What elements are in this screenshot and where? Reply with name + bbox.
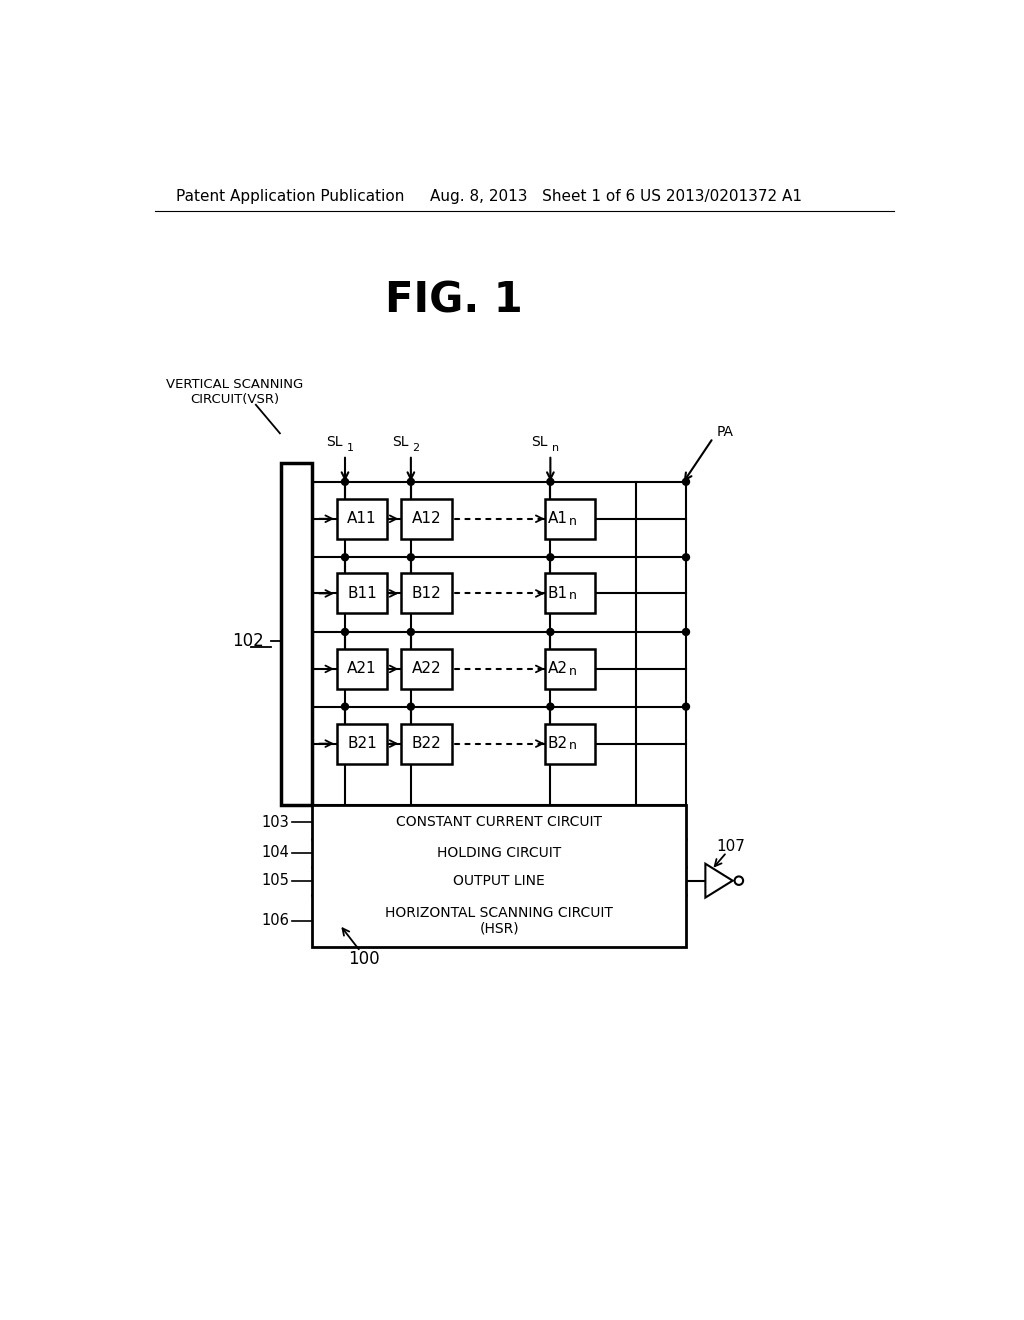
Text: 107: 107	[716, 838, 745, 854]
Text: 106: 106	[261, 913, 289, 928]
Text: HORIZONTAL SCANNING CIRCUIT
(HSR): HORIZONTAL SCANNING CIRCUIT (HSR)	[385, 906, 613, 936]
FancyBboxPatch shape	[401, 649, 452, 689]
Text: B11: B11	[347, 586, 377, 601]
Circle shape	[408, 478, 415, 486]
Text: B12: B12	[412, 586, 441, 601]
Circle shape	[547, 704, 554, 710]
FancyBboxPatch shape	[401, 499, 452, 539]
Text: 102: 102	[231, 632, 263, 649]
Text: HOLDING CIRCUIT: HOLDING CIRCUIT	[437, 846, 561, 859]
Text: PA: PA	[717, 425, 734, 438]
Text: 105: 105	[261, 873, 289, 888]
Circle shape	[547, 478, 554, 486]
FancyBboxPatch shape	[337, 573, 387, 614]
Text: 1: 1	[346, 442, 353, 453]
Text: SL: SL	[327, 436, 343, 449]
Text: B2: B2	[547, 737, 567, 751]
Text: 104: 104	[261, 845, 289, 861]
Circle shape	[547, 554, 554, 561]
Circle shape	[683, 628, 689, 635]
Text: OUTPUT LINE: OUTPUT LINE	[454, 874, 545, 887]
Circle shape	[408, 628, 415, 635]
FancyBboxPatch shape	[545, 723, 595, 763]
Circle shape	[683, 554, 689, 561]
Text: n: n	[569, 589, 577, 602]
Text: n: n	[569, 739, 577, 752]
FancyBboxPatch shape	[312, 805, 686, 946]
Circle shape	[408, 704, 415, 710]
Circle shape	[342, 704, 348, 710]
FancyBboxPatch shape	[337, 499, 387, 539]
Text: A22: A22	[412, 661, 441, 676]
Text: A21: A21	[347, 661, 377, 676]
FancyBboxPatch shape	[337, 723, 387, 763]
FancyBboxPatch shape	[337, 649, 387, 689]
Text: B21: B21	[347, 737, 377, 751]
Circle shape	[342, 628, 348, 635]
Text: A2: A2	[548, 661, 567, 676]
FancyBboxPatch shape	[401, 573, 452, 614]
Circle shape	[683, 478, 689, 486]
Text: VERTICAL SCANNING
CIRCUIT(VSR): VERTICAL SCANNING CIRCUIT(VSR)	[166, 378, 303, 405]
Text: Aug. 8, 2013   Sheet 1 of 6: Aug. 8, 2013 Sheet 1 of 6	[430, 189, 636, 205]
FancyBboxPatch shape	[545, 573, 595, 614]
Text: n: n	[569, 515, 577, 528]
Text: Patent Application Publication: Patent Application Publication	[176, 189, 404, 205]
Text: 103: 103	[261, 814, 289, 830]
FancyBboxPatch shape	[545, 649, 595, 689]
Text: A1: A1	[548, 511, 567, 527]
Text: CONSTANT CURRENT CIRCUIT: CONSTANT CURRENT CIRCUIT	[396, 816, 602, 829]
FancyBboxPatch shape	[282, 462, 312, 805]
Text: 100: 100	[348, 950, 380, 968]
Text: 2: 2	[413, 442, 420, 453]
Circle shape	[547, 628, 554, 635]
Circle shape	[408, 554, 415, 561]
Circle shape	[342, 554, 348, 561]
Text: n: n	[569, 665, 577, 677]
FancyBboxPatch shape	[401, 723, 452, 763]
Text: B1: B1	[547, 586, 567, 601]
Text: B22: B22	[412, 737, 441, 751]
FancyBboxPatch shape	[545, 499, 595, 539]
Circle shape	[683, 704, 689, 710]
Text: A11: A11	[347, 511, 377, 527]
Text: A12: A12	[412, 511, 441, 527]
Circle shape	[342, 478, 348, 486]
Text: FIG. 1: FIG. 1	[385, 280, 522, 322]
Text: n: n	[552, 442, 559, 453]
Text: SL: SL	[392, 436, 409, 449]
Text: US 2013/0201372 A1: US 2013/0201372 A1	[640, 189, 802, 205]
Text: SL: SL	[531, 436, 548, 449]
